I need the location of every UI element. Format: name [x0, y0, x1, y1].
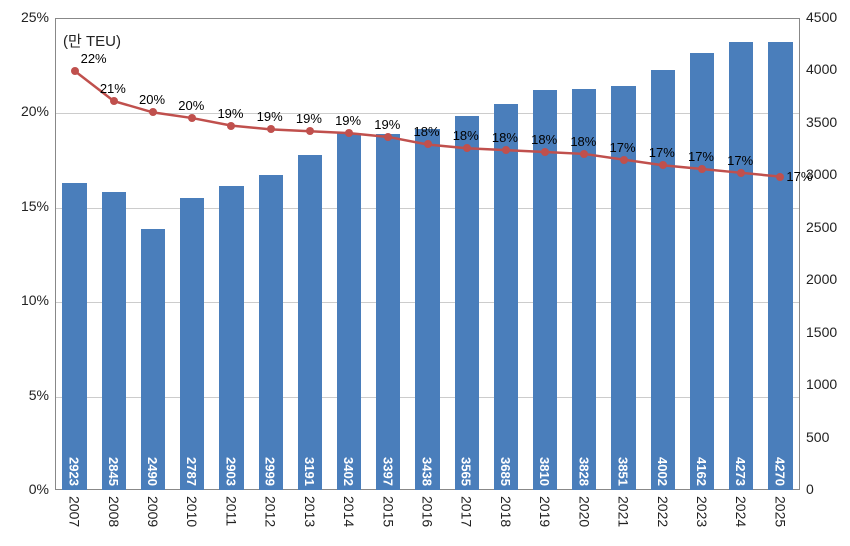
line-value-label: 17%: [649, 145, 675, 160]
line-series: [0, 0, 850, 546]
line-value-label: 19%: [296, 111, 322, 126]
line-value-label: 19%: [217, 106, 243, 121]
line-marker: [345, 129, 353, 137]
line-marker: [737, 169, 745, 177]
line-value-label: 22%: [81, 51, 107, 66]
line-marker: [110, 97, 118, 105]
line-marker: [620, 156, 628, 164]
line-marker: [227, 122, 235, 130]
line-marker: [188, 114, 196, 122]
line-marker: [463, 144, 471, 152]
line-value-label: 18%: [492, 130, 518, 145]
line-marker: [267, 125, 275, 133]
line-marker: [776, 173, 784, 181]
line-value-label: 19%: [257, 109, 283, 124]
line-value-label: 18%: [414, 124, 440, 139]
line-marker: [306, 127, 314, 135]
line-marker: [149, 108, 157, 116]
line-marker: [502, 146, 510, 154]
line-value-label: 20%: [178, 98, 204, 113]
line-value-label: 19%: [374, 117, 400, 132]
line-value-label: 20%: [139, 92, 165, 107]
line-value-label: 17%: [610, 140, 636, 155]
line-marker: [698, 165, 706, 173]
chart-container: (만 TEU) 0%5%10%15%20%25%0500100015002000…: [0, 0, 850, 546]
line-value-label: 18%: [570, 134, 596, 149]
line-marker: [424, 140, 432, 148]
line-marker: [659, 161, 667, 169]
line-marker: [541, 148, 549, 156]
line-marker: [580, 150, 588, 158]
line-value-label: 17%: [688, 149, 714, 164]
line-value-label: 18%: [531, 132, 557, 147]
line-value-label: 21%: [100, 81, 126, 96]
line-marker: [71, 67, 79, 75]
line-value-label: 18%: [453, 128, 479, 143]
line-value-label: 17%: [786, 169, 812, 184]
line-value-label: 17%: [727, 153, 753, 168]
line-marker: [384, 133, 392, 141]
line-value-label: 19%: [335, 113, 361, 128]
